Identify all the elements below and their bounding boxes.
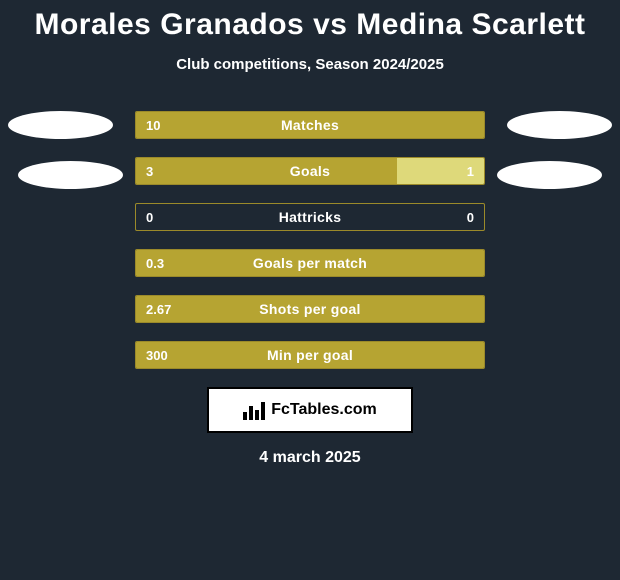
bar-chart-icon [243, 400, 265, 420]
bar-fill-left [136, 296, 484, 322]
avatar-player-right-1 [507, 111, 612, 139]
stat-value-right: 0 [467, 204, 474, 230]
comparison-chart: 10Matches 3Goals1 0Hattricks0 0.3Goals per … [0, 111, 620, 369]
bar-fill-left [136, 112, 484, 138]
stat-label: Hattricks [136, 204, 484, 230]
stat-bar: 2.67Shots per goal [135, 295, 485, 323]
subtitle: Club competitions, Season 2024/2025 [0, 56, 620, 73]
stat-bars: 10Matches 3Goals1 0Hattricks0 0.3Goals per … [135, 111, 485, 369]
branding-badge: FcTables.com [207, 387, 413, 433]
bar-fill-left [136, 158, 397, 184]
avatar-player-left-2 [18, 161, 123, 189]
stat-bar: 10Matches [135, 111, 485, 139]
avatar-player-right-2 [497, 161, 602, 189]
avatar-player-left-1 [8, 111, 113, 139]
stat-bar: 3Goals1 [135, 157, 485, 185]
stat-value-left: 0 [146, 204, 153, 230]
bar-fill-left [136, 342, 484, 368]
stat-bar: 0.3Goals per match [135, 249, 485, 277]
branding-text: FcTables.com [271, 401, 377, 419]
bar-fill-left [136, 250, 484, 276]
bar-fill-right [397, 158, 484, 184]
stat-bar: 300Min per goal [135, 341, 485, 369]
date-label: 4 march 2025 [0, 449, 620, 467]
page-title: Morales Granados vs Medina Scarlett [0, 0, 620, 42]
stat-bar: 0Hattricks0 [135, 203, 485, 231]
